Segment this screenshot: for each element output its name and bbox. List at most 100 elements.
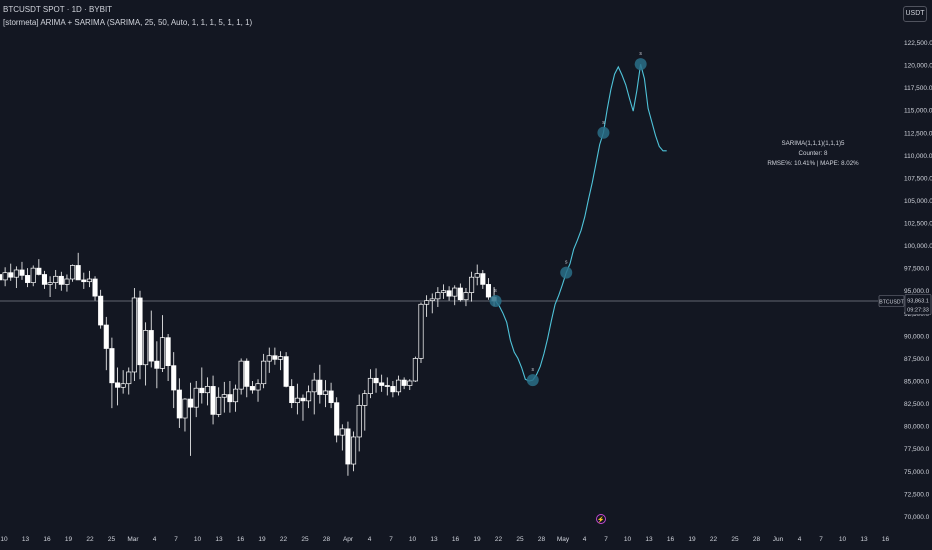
candle-body bbox=[435, 292, 441, 300]
candle-body bbox=[311, 379, 317, 393]
y-tick-label: 85,000.0 bbox=[904, 379, 930, 386]
candle-body bbox=[395, 379, 402, 393]
candle-body bbox=[322, 390, 329, 395]
candle-body bbox=[131, 297, 137, 373]
candle-body bbox=[227, 394, 233, 403]
y-tick-label: 107,500.0 bbox=[904, 175, 932, 182]
candle-body bbox=[407, 380, 413, 386]
y-tick-label: 105,000.0 bbox=[904, 198, 932, 205]
candle-body bbox=[480, 273, 486, 285]
symbol-badge bbox=[878, 295, 905, 307]
candle-body bbox=[47, 282, 53, 285]
candle-body bbox=[0, 274, 3, 281]
candle-body bbox=[339, 428, 345, 436]
candle-body bbox=[75, 265, 81, 281]
candle-body bbox=[356, 405, 362, 438]
candle-body bbox=[98, 295, 104, 326]
x-tick-label: 22 bbox=[86, 536, 94, 543]
candle-body bbox=[30, 267, 36, 283]
candle-body bbox=[255, 383, 261, 391]
candle-body bbox=[53, 275, 59, 283]
x-tick-label: 25 bbox=[108, 536, 116, 543]
x-tick-label: 13 bbox=[430, 536, 438, 543]
candle-body bbox=[474, 273, 480, 278]
candle-body bbox=[328, 390, 334, 404]
candle-body bbox=[193, 387, 199, 408]
candle-body bbox=[25, 275, 31, 283]
candle-body bbox=[232, 388, 239, 403]
x-tick-label: 16 bbox=[452, 536, 460, 543]
candle-body bbox=[249, 386, 255, 391]
candle-body bbox=[58, 275, 64, 285]
forecast-marker bbox=[560, 266, 573, 279]
forecast-marker bbox=[489, 294, 502, 307]
x-tick-label: 28 bbox=[323, 536, 331, 543]
candle-body bbox=[176, 389, 182, 419]
forecast-marker bbox=[634, 58, 647, 71]
x-tick-label: 10 bbox=[409, 536, 417, 543]
x-tick-label: 28 bbox=[538, 536, 546, 543]
indicator-title[interactable]: [stormeta] ARIMA + SARIMA (SARIMA, 25, 5… bbox=[3, 18, 253, 27]
candle-body bbox=[199, 387, 205, 394]
x-tick-label: 10 bbox=[839, 536, 847, 543]
forecast-marker-label: s bbox=[602, 120, 605, 126]
x-tick-label: 13 bbox=[860, 536, 868, 543]
candle-body bbox=[317, 379, 323, 395]
x-tick-label: 22 bbox=[280, 536, 288, 543]
y-tick-label: 115,000.0 bbox=[904, 108, 932, 115]
x-tick-label: 4 bbox=[153, 536, 157, 543]
candle-body bbox=[412, 358, 418, 382]
candle-body bbox=[485, 284, 491, 298]
x-tick-label: Apr bbox=[343, 536, 354, 543]
x-tick-label: 10 bbox=[0, 536, 8, 543]
x-tick-label: 19 bbox=[65, 536, 73, 543]
candle-body bbox=[154, 360, 160, 369]
x-tick-label: Jun bbox=[773, 536, 784, 543]
candle-body bbox=[294, 397, 300, 404]
candle-body bbox=[165, 337, 171, 367]
x-tick-label: 16 bbox=[43, 536, 51, 543]
candle-body bbox=[148, 330, 154, 362]
candle-body bbox=[401, 379, 407, 386]
candle-body bbox=[143, 330, 149, 366]
y-tick-label: 95,000.0 bbox=[904, 288, 930, 295]
candle-body bbox=[457, 287, 463, 301]
candle-body bbox=[70, 265, 76, 280]
y-tick-label: 102,500.0 bbox=[904, 221, 932, 228]
candle-body bbox=[277, 356, 284, 360]
candle-body bbox=[384, 385, 390, 387]
x-tick-label: 4 bbox=[368, 536, 372, 543]
x-tick-label: Mar bbox=[127, 536, 139, 543]
forecast-marker-label: s bbox=[494, 288, 497, 294]
candle-body bbox=[463, 292, 469, 301]
candle-body bbox=[36, 267, 42, 275]
candle-body bbox=[114, 382, 121, 388]
y-tick-label: 117,500.0 bbox=[904, 85, 932, 92]
candle-body bbox=[266, 355, 272, 362]
candle-body bbox=[41, 274, 48, 285]
y-tick-label: 75,000.0 bbox=[904, 469, 930, 476]
y-tick-label: 77,500.0 bbox=[904, 446, 930, 453]
candle-body bbox=[345, 428, 351, 465]
x-tick-label: 19 bbox=[688, 536, 696, 543]
x-tick-label: 25 bbox=[301, 536, 309, 543]
candle-body bbox=[137, 297, 143, 366]
y-tick-label: 87,500.0 bbox=[904, 356, 930, 363]
candle-body bbox=[188, 398, 194, 408]
x-tick-label: May bbox=[557, 536, 570, 543]
y-tick-label: 112,500.0 bbox=[904, 130, 932, 137]
forecast-marker-label: s bbox=[532, 367, 535, 373]
event-marker-icon[interactable] bbox=[596, 514, 606, 524]
candle-body bbox=[13, 269, 19, 278]
x-tick-label: 25 bbox=[731, 536, 739, 543]
forecast-counter-label: Counter: 8 bbox=[799, 150, 828, 157]
candle-body bbox=[86, 278, 92, 283]
candle-body bbox=[440, 290, 447, 293]
x-tick-label: 4 bbox=[583, 536, 587, 543]
currency-button[interactable]: USDT bbox=[903, 6, 927, 22]
candle-body bbox=[221, 394, 227, 398]
candle-body bbox=[120, 383, 126, 388]
symbol-title[interactable]: BTCUSDT SPOT · 1D · BYBIT bbox=[3, 5, 113, 14]
candle-body bbox=[126, 371, 132, 385]
